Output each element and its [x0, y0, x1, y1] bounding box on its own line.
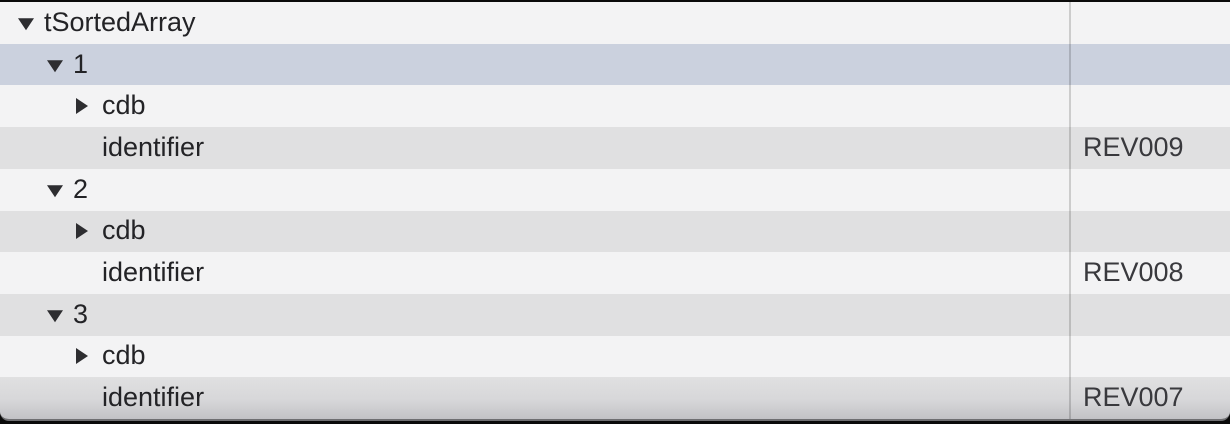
row-label: tSortedArray	[44, 6, 196, 37]
row-label: cdb	[102, 215, 146, 246]
disclosure-triangle-expanded[interactable]	[47, 309, 63, 322]
row-label: identifier	[102, 131, 205, 162]
row-value: REV009	[1083, 131, 1184, 162]
disclosure-triangle-expanded[interactable]	[47, 184, 63, 197]
row-label: cdb	[102, 340, 146, 371]
tree-row[interactable]: tSortedArray	[0, 2, 1230, 44]
tree-row[interactable]: cdb	[0, 335, 1230, 378]
row-value: REV008	[1083, 256, 1184, 287]
row-label: identifier	[102, 382, 205, 413]
row-label: 3	[73, 298, 89, 329]
tree-row[interactable]: 2	[0, 168, 1230, 211]
tree-row[interactable]: identifier REV008	[0, 252, 1230, 294]
row-label: cdb	[102, 90, 146, 121]
disclosure-triangle-collapsed[interactable]	[76, 98, 88, 115]
tree-row[interactable]: identifier REV009	[0, 127, 1230, 169]
disclosure-triangle-collapsed[interactable]	[76, 348, 88, 365]
tree-row[interactable]: cdb	[0, 85, 1230, 128]
disclosure-triangle-expanded[interactable]	[47, 59, 63, 72]
column-divider[interactable]	[1069, 2, 1071, 419]
row-value: REV007	[1083, 382, 1184, 413]
tree-row[interactable]: cdb	[0, 210, 1230, 253]
row-label: identifier	[102, 256, 205, 287]
tree-row[interactable]: 3	[0, 293, 1230, 336]
tree-row[interactable]: identifier REV007	[0, 377, 1230, 419]
disclosure-triangle-expanded[interactable]	[18, 18, 34, 31]
tree-row[interactable]: 1	[0, 43, 1230, 86]
row-label: 2	[73, 173, 89, 204]
disclosure-triangle-collapsed[interactable]	[76, 223, 88, 240]
row-label: 1	[73, 48, 89, 79]
